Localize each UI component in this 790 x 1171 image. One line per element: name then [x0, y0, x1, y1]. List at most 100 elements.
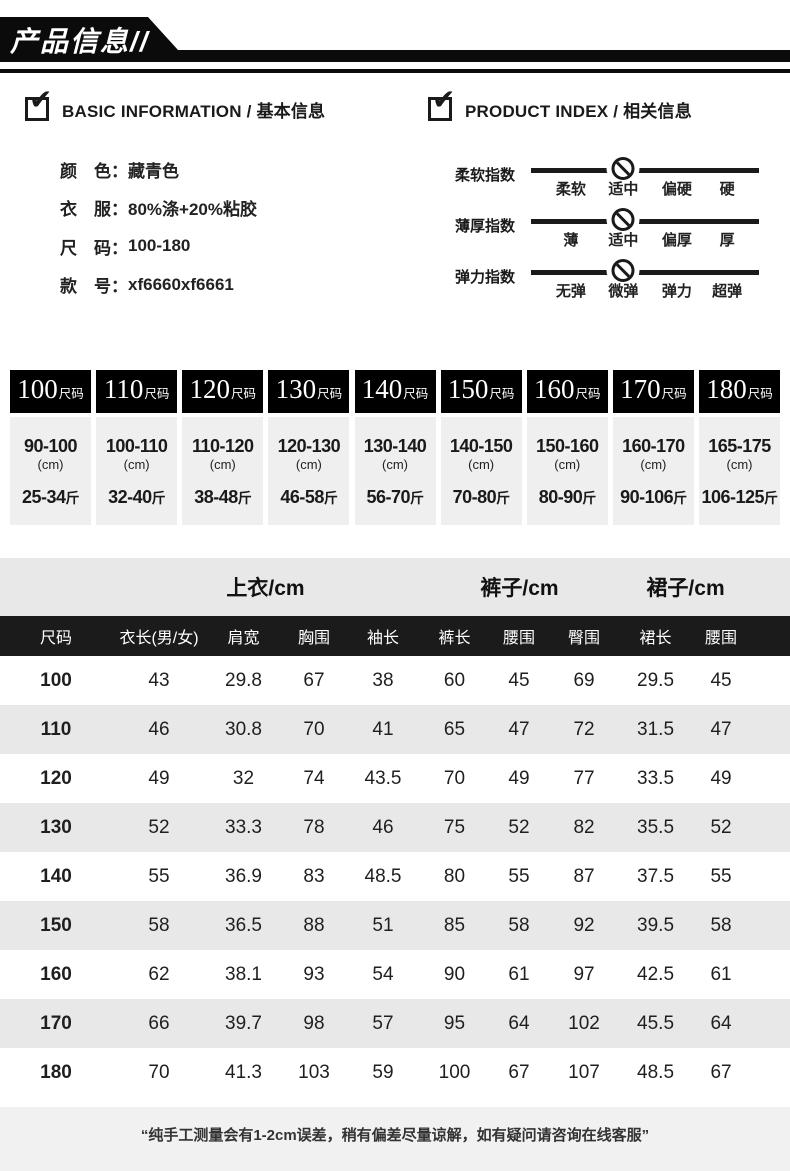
measure-cell: 107 [568, 1061, 600, 1083]
measure-cell: 30.8 [225, 718, 262, 740]
size-card-body: 100-110 (cm) 32-40斤 [96, 417, 178, 525]
page-title: 产品信息// [10, 26, 150, 57]
column-header: 腰围 [490, 616, 548, 656]
index-option: 适中 [608, 232, 639, 249]
weight-value: 90-106 [620, 487, 674, 507]
measure-cell: 67 [303, 669, 325, 691]
weight-value: 46-58 [280, 487, 324, 507]
measure-cell: 46 [148, 718, 170, 740]
index-bar [531, 259, 759, 282]
index-row: 柔软指数 柔软 适中 偏硬 硬 [455, 157, 790, 198]
column-header: 袖长 [347, 616, 419, 656]
size-card: 150 尺码 140-150 (cm) 70-80斤 [440, 370, 522, 525]
measure-cell: 74 [303, 767, 325, 789]
measure-cell: 69 [573, 669, 595, 691]
weight-range: 46-58斤 [268, 487, 349, 508]
measure-cell: 103 [298, 1061, 330, 1083]
size-suffix: 尺码 [489, 387, 515, 401]
no-symbol-icon [611, 259, 635, 282]
size-card-header: 120 尺码 [182, 370, 264, 413]
size-card: 170 尺码 160-170 (cm) 90-106斤 [612, 370, 694, 525]
size-cell: 160 [40, 963, 72, 985]
table-row: 160 62 38.1 93 54 90 61 97 42.5 61 [0, 950, 790, 999]
weight-value: 80-90 [538, 487, 583, 507]
info-value: 100-180 [128, 236, 191, 256]
measure-cell: 87 [573, 865, 595, 887]
weight-value: 70-80 [452, 487, 497, 507]
index-label: 柔软指数 [455, 167, 516, 184]
size-suffix: 尺码 [58, 387, 84, 401]
size-card-header: 110 尺码 [96, 370, 178, 413]
measure-cell: 66 [148, 1012, 170, 1034]
size-number: 100 [17, 374, 58, 404]
weight-unit: 斤 [151, 490, 166, 506]
column-header: 腰围 [691, 616, 790, 656]
measure-cell: 36.5 [225, 914, 262, 936]
measure-cell: 41 [372, 718, 394, 740]
measure-cell: 43.5 [364, 767, 402, 789]
size-card-header: 170 尺码 [612, 370, 694, 413]
index-options: 薄 适中 偏厚 厚 [531, 229, 759, 249]
group-pants-cm: 裤子/cm [419, 558, 621, 616]
info-item: 颜 色： 藏青色 [60, 150, 392, 189]
index-option: 偏硬 [661, 181, 692, 198]
size-card-header: 100 尺码 [10, 370, 91, 413]
height-unit: (cm) [468, 457, 495, 472]
index-row: 弹力指数 无弹 微弹 弹力 超弹 [455, 259, 790, 300]
weight-value: 32-40 [108, 487, 152, 507]
measure-cell: 38 [372, 669, 394, 691]
measure-cell: 38.1 [225, 963, 262, 985]
size-cell: 170 [40, 1012, 72, 1034]
size-card-header: 130 尺码 [268, 370, 350, 413]
index-option: 超弹 [712, 283, 743, 300]
index-option: 弹力 [661, 283, 692, 300]
height-range: 165-175 [708, 436, 771, 456]
measure-cell: 88 [303, 914, 325, 936]
table-row: 170 66 39.7 98 57 95 64 102 45.5 64 [0, 999, 790, 1048]
weight-unit: 斤 [323, 490, 338, 506]
index-scale: 薄 适中 偏厚 厚 [531, 208, 759, 249]
table-row: 110 46 30.8 70 41 65 47 72 31.5 47 [0, 705, 790, 754]
height-range: 110-120 [191, 436, 254, 456]
size-card-body: 110-120 (cm) 38-48斤 [182, 417, 264, 525]
index-scale: 柔软 适中 偏硬 硬 [531, 157, 759, 198]
column-header: 臀围 [548, 616, 621, 656]
measure-cell: 100 [438, 1061, 471, 1083]
size-card: 110 尺码 100-110 (cm) 32-40斤 [96, 370, 178, 525]
measure-cell: 64 [508, 1012, 530, 1034]
measure-cell: 49 [710, 767, 732, 789]
measure-cell: 102 [568, 1012, 600, 1034]
index-option: 偏厚 [661, 232, 692, 249]
measure-cell: 42.5 [637, 963, 675, 985]
measure-cell: 33.5 [637, 767, 675, 789]
size-card-body: 165-175 (cm) 106-125斤 [699, 417, 780, 525]
column-header: 尺码 [0, 616, 112, 656]
measure-cell: 61 [508, 963, 530, 985]
measure-cell: 72 [573, 718, 595, 740]
measure-cell: 55 [508, 865, 530, 887]
size-number: 170 [620, 374, 661, 404]
size-suffix: 尺码 [661, 387, 687, 401]
size-card: 180 尺码 165-175 (cm) 106-125斤 [699, 370, 780, 525]
checkbox-check-icon [25, 86, 52, 121]
measure-cell: 41.3 [225, 1061, 262, 1083]
index-section-title: PRODUCT INDEX / 相关信息 [465, 101, 692, 121]
measure-cell: 62 [148, 963, 170, 985]
measure-cell: 36.9 [225, 865, 262, 887]
size-card-body: 160-170 (cm) 90-106斤 [612, 417, 694, 525]
measure-cell: 67 [710, 1061, 732, 1083]
measure-cell: 45 [710, 669, 732, 691]
measure-cell: 98 [303, 1012, 325, 1034]
size-card-header: 140 尺码 [354, 370, 436, 413]
index-options: 无弹 微弹 弹力 超弹 [531, 280, 759, 300]
measure-cell: 29.8 [225, 669, 262, 691]
measure-cell: 39.5 [637, 914, 675, 936]
weight-value: 56-70 [366, 487, 411, 507]
measure-cell: 82 [573, 816, 595, 838]
height-unit: (cm) [123, 457, 150, 472]
no-symbol-icon [611, 208, 635, 231]
weight-range: 106-125斤 [699, 487, 780, 508]
size-cell: 110 [40, 718, 72, 740]
